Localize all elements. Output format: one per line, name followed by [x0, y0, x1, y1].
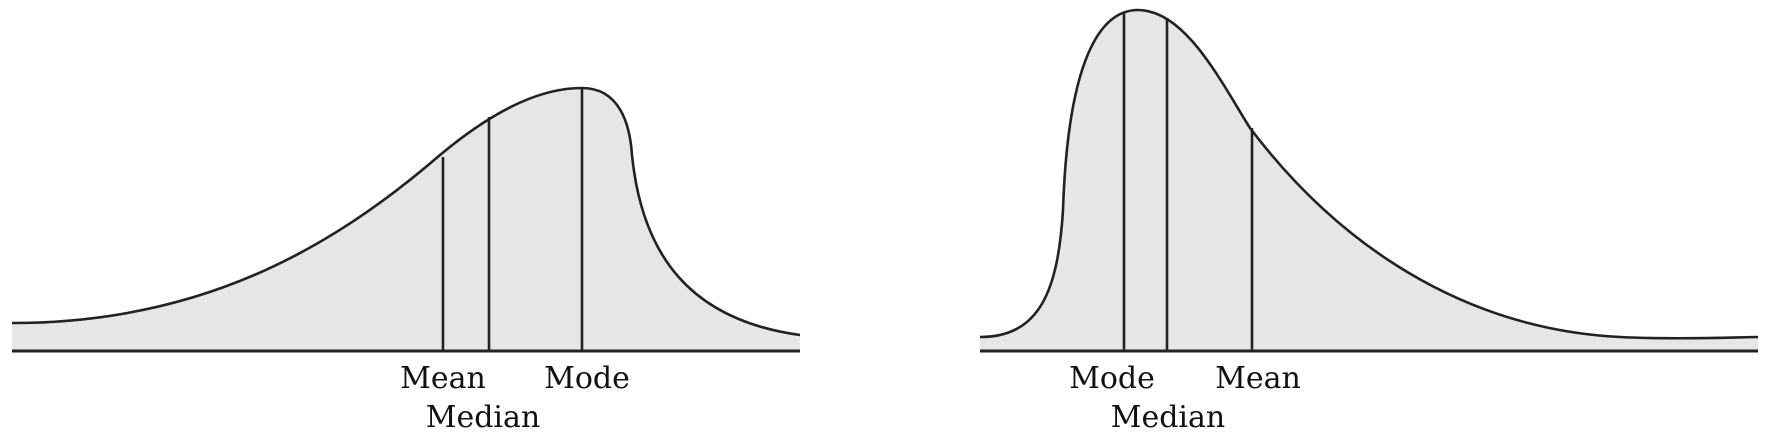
left-skew-panel: Mean Median Mode [11, 86, 801, 435]
left-skew-curve [11, 86, 801, 337]
left-mean-label: Mean [400, 361, 486, 396]
right-mode-label: Mode [1069, 361, 1155, 396]
left-median-label: Median [426, 400, 540, 435]
right-skew-area [980, 10, 1758, 350]
right-mean-label: Mean [1215, 361, 1301, 396]
right-median-label: Median [1111, 400, 1225, 435]
right-skew-panel: Mode Median Mean [979, 8, 1759, 435]
left-skew-area [12, 88, 800, 350]
right-skew-curve [979, 8, 1759, 340]
left-mode-label: Mode [544, 361, 630, 396]
